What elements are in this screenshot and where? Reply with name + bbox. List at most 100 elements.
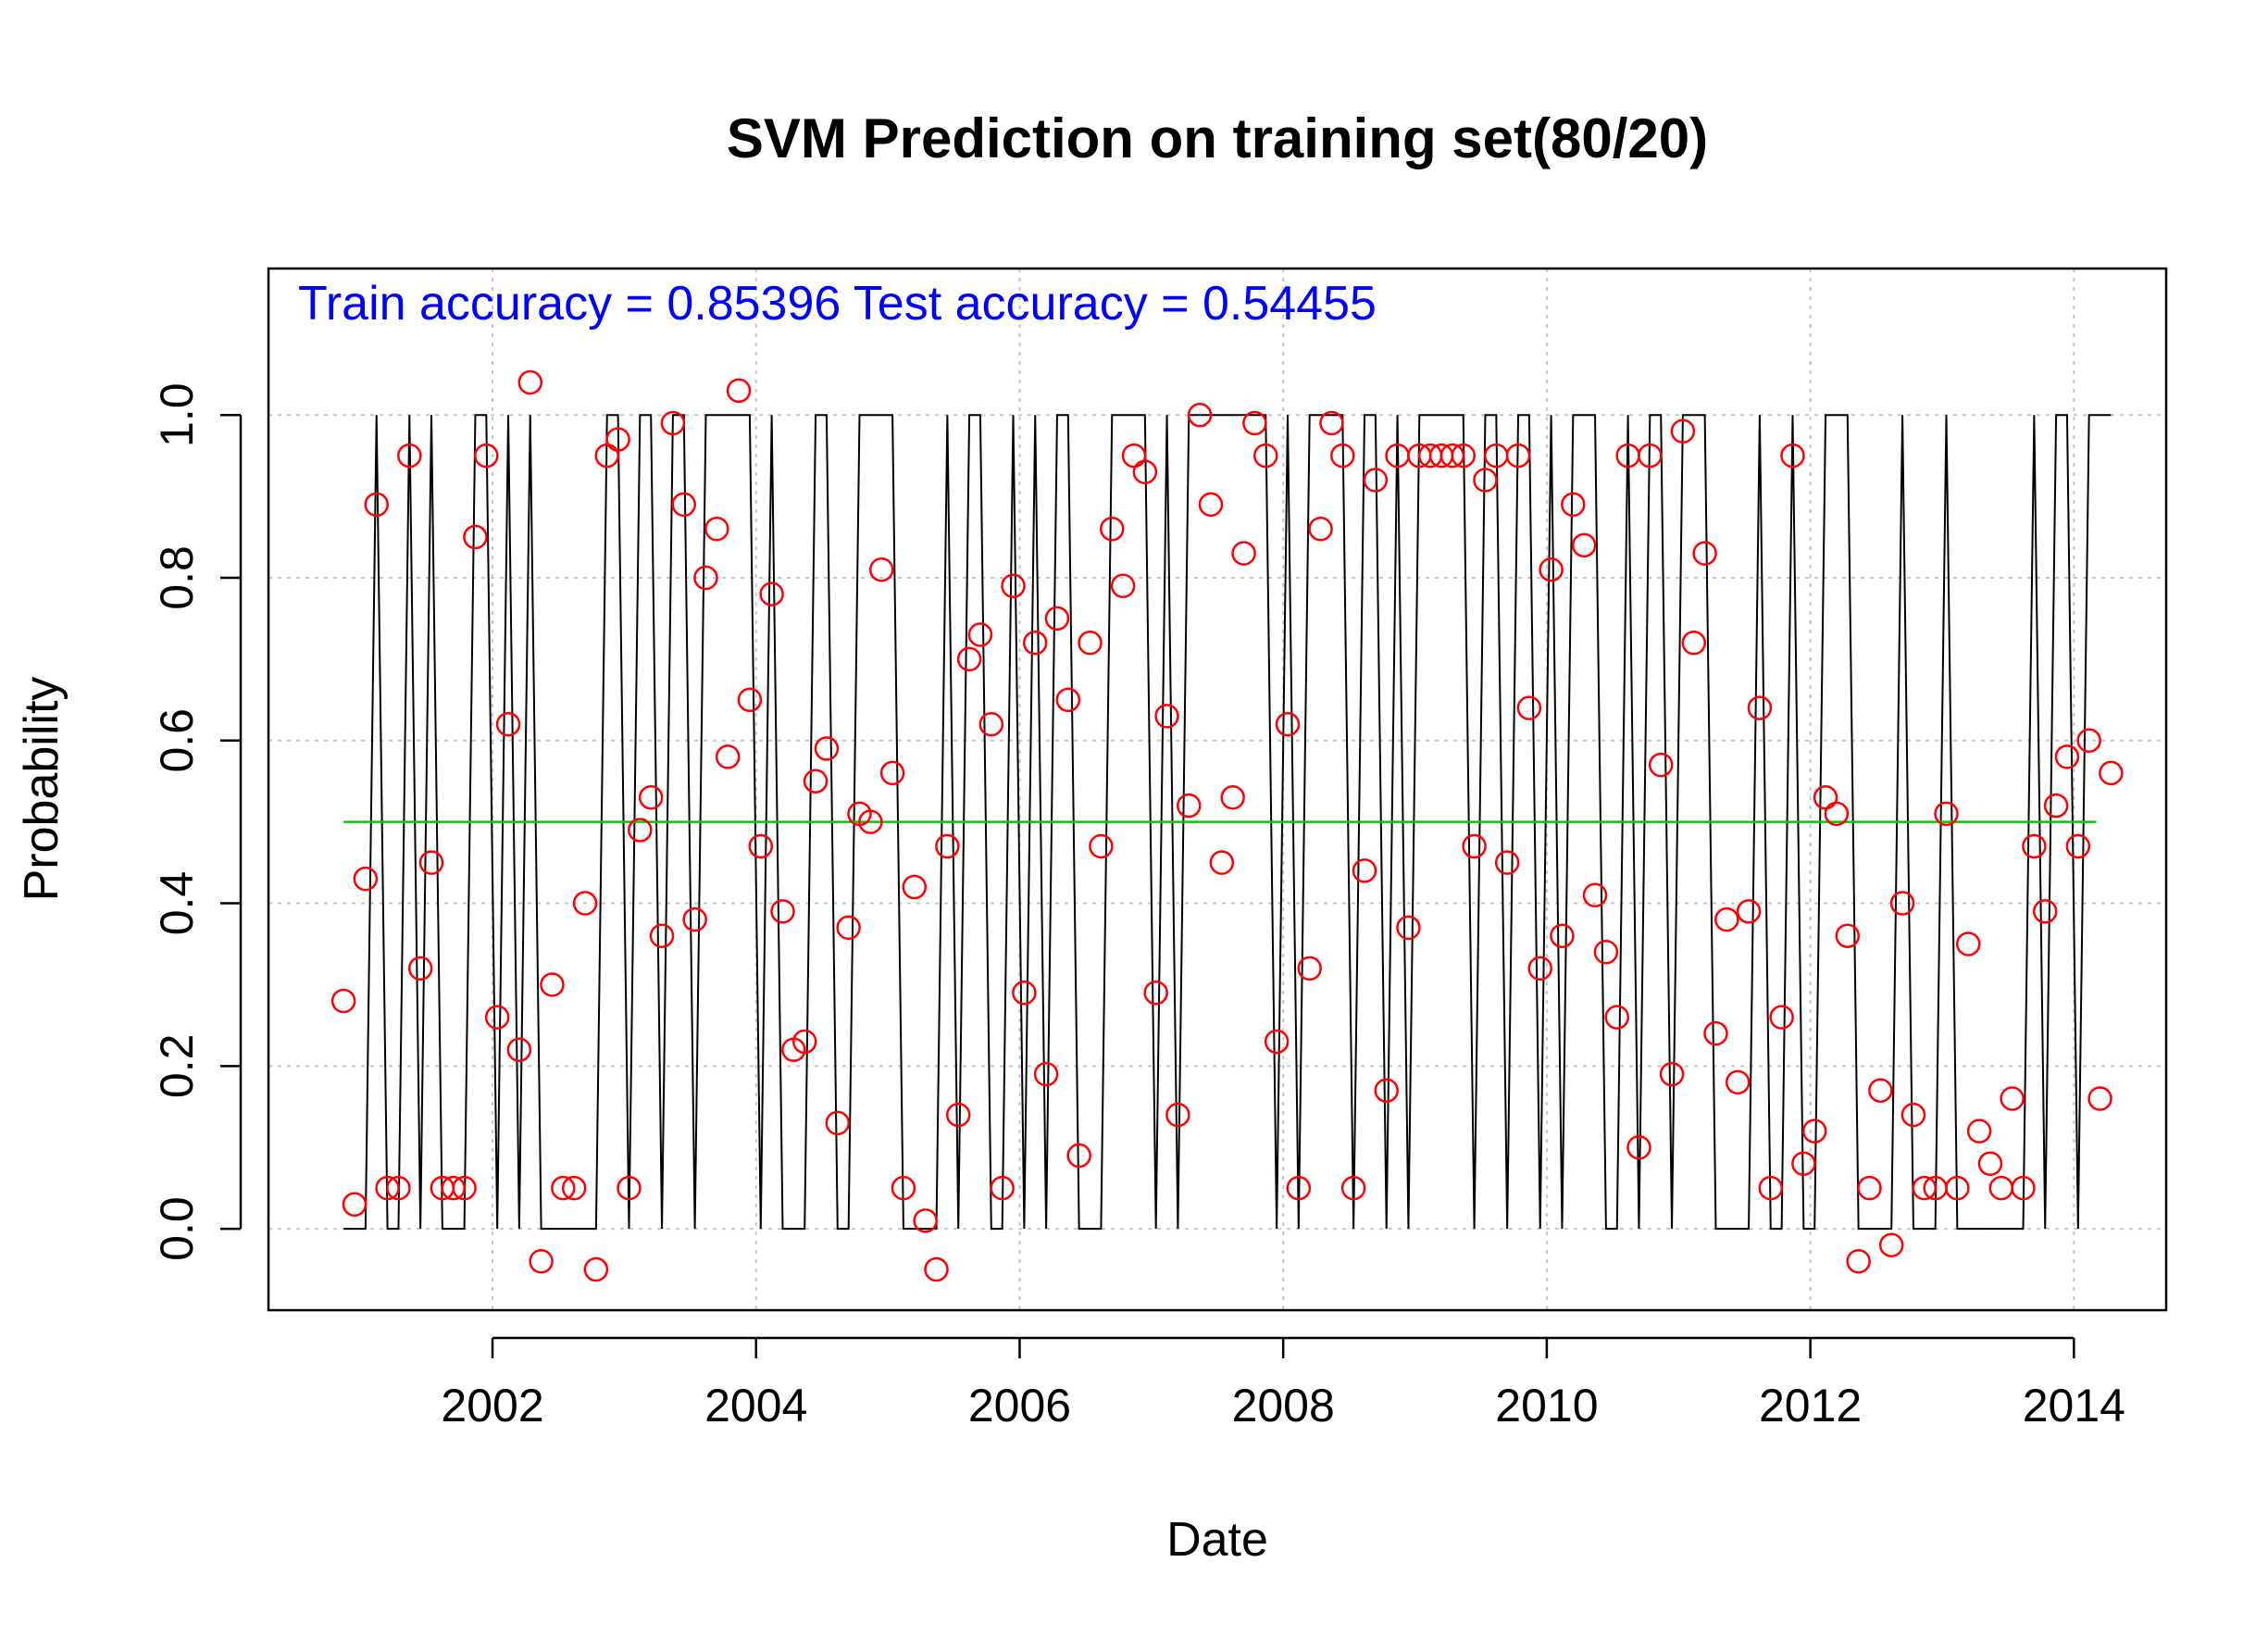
probability-point — [1055, 687, 1081, 713]
probability-point — [935, 833, 960, 859]
x-tick-label: 2010 — [1495, 1380, 1598, 1431]
probability-point — [2099, 760, 2124, 786]
probability-point — [2000, 1086, 2025, 1111]
probability-point — [913, 1208, 938, 1233]
probability-point — [2043, 793, 2069, 819]
probability-point — [397, 443, 422, 469]
probability-point — [1857, 1175, 1882, 1201]
y-tick-label: 0.0 — [151, 1196, 203, 1261]
probability-point — [770, 899, 795, 924]
probability-point — [1582, 882, 1608, 908]
probability-point — [1703, 1020, 1728, 1046]
probability-point — [1604, 1005, 1630, 1030]
probability-point — [2087, 1086, 2112, 1111]
probability-point — [463, 524, 488, 550]
probability-point — [529, 1249, 554, 1274]
probability-point — [836, 915, 861, 941]
probability-point — [583, 1256, 609, 1282]
probability-point — [540, 972, 565, 997]
probability-point — [1110, 573, 1136, 599]
x-tick-label: 2006 — [968, 1380, 1071, 1431]
probability-point — [1912, 1175, 1938, 1201]
probability-point — [649, 923, 675, 948]
probability-point — [791, 1029, 817, 1055]
probability-point — [1033, 1061, 1059, 1087]
probability-point — [814, 736, 840, 761]
probability-point — [551, 1175, 576, 1201]
accuracy-annotation: Train accuracy = 0.85396 Test accuracy =… — [298, 277, 1377, 331]
probability-point — [825, 1110, 851, 1136]
probability-point — [1846, 1249, 1871, 1274]
probability-point — [1889, 891, 1915, 916]
probability-point — [2022, 833, 2047, 859]
probability-point — [2065, 833, 2091, 859]
probability-point — [682, 906, 707, 932]
probability-point — [517, 369, 542, 395]
probability-point — [967, 622, 993, 647]
probability-point — [1801, 1119, 1827, 1144]
probability-point — [375, 1175, 400, 1201]
probability-point — [1977, 1151, 2003, 1177]
probability-point — [441, 1175, 466, 1201]
probability-point — [561, 1175, 587, 1201]
probability-point — [452, 1175, 477, 1201]
axis-layer: 2002 2004 2006 2008 2010 2012 2014 0.0 0.2 0.4 0.6… — [151, 382, 2125, 1431]
probability-point — [803, 769, 829, 794]
probability-point — [1297, 956, 1322, 981]
probability-point — [1209, 850, 1235, 875]
probability-point — [1648, 752, 1674, 778]
probability-point — [1791, 1151, 1816, 1177]
probability-point — [1462, 833, 1487, 859]
probability-point — [1340, 1175, 1366, 1201]
probability-point — [1758, 1175, 1784, 1201]
probability-point — [1955, 931, 1981, 956]
probability-point — [1132, 459, 1158, 484]
probability-point — [2054, 744, 2080, 769]
probability-point — [1539, 556, 1564, 582]
probability-point — [956, 646, 982, 672]
probability-point — [1638, 443, 1663, 469]
probability-point — [1198, 492, 1224, 518]
probability-point — [1966, 1119, 1992, 1144]
probability-point — [1374, 1078, 1399, 1103]
probability-point — [628, 818, 653, 843]
probability-point — [605, 427, 630, 452]
y-tick-label: 0.8 — [151, 545, 203, 610]
probability-point — [1736, 899, 1762, 924]
probability-point — [748, 833, 774, 859]
probability-point — [1988, 1175, 2014, 1201]
probability-point — [1670, 419, 1696, 444]
probability-point — [1813, 785, 1838, 810]
probability-point — [506, 1037, 532, 1062]
probability-point — [1078, 631, 1103, 656]
probability-point — [342, 1192, 368, 1217]
probability-point — [2076, 728, 2101, 754]
probability-point — [474, 443, 499, 469]
probability-point — [737, 687, 763, 713]
probability-point — [1747, 695, 1773, 720]
probability-point — [1187, 402, 1213, 428]
probability-point — [638, 785, 664, 810]
probability-point — [1044, 606, 1070, 631]
probability-point — [2011, 1175, 2036, 1201]
x-tick-label: 2004 — [704, 1380, 807, 1431]
prediction-line-layer — [343, 414, 2112, 1231]
probability-point — [1439, 443, 1465, 469]
probability-point — [364, 492, 389, 518]
probability-point — [693, 565, 718, 591]
probability-point — [1451, 443, 1476, 469]
probability-point — [1275, 711, 1301, 737]
probability-point — [1626, 1134, 1651, 1160]
probability-point — [1165, 1102, 1190, 1128]
probability-point — [1319, 410, 1344, 436]
probability-point — [2032, 899, 2058, 924]
probability-point — [868, 556, 894, 582]
y-axis-label: Probability — [15, 677, 69, 902]
probability-point — [1220, 785, 1245, 810]
y-tick-label: 0.6 — [151, 708, 203, 773]
probability-point — [1242, 410, 1267, 436]
probability-point — [1308, 517, 1333, 542]
probability-point — [1286, 1175, 1312, 1201]
